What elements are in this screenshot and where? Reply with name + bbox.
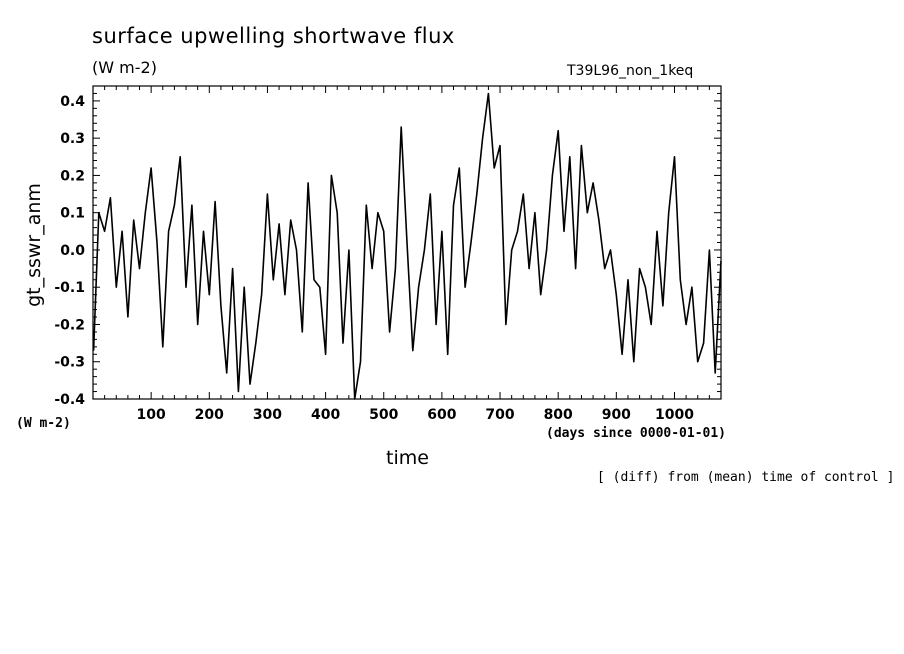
chart-title: surface upwelling shortwave flux (92, 24, 455, 48)
y-tick-label: -0.3 (54, 355, 85, 371)
x-tick-label: 400 (311, 407, 340, 423)
x-tick-label: 900 (602, 407, 631, 423)
x-axis-unit: (days since 0000-01-01) (546, 426, 727, 441)
x-tick-label: 100 (137, 407, 166, 423)
x-tick-label: 800 (544, 407, 573, 423)
y-tick-label: -0.2 (54, 317, 85, 333)
x-tick-label: 1000 (655, 407, 694, 423)
y-tick-label: 0.1 (60, 206, 85, 222)
x-tick-label: 700 (485, 407, 514, 423)
chart-units: (W m-2) (92, 58, 157, 77)
y-tick-label: 0.4 (60, 94, 85, 110)
tick-labels: 100 200 300 400 500 600 700 800 900 1000 -0.4 -0.3 -… (54, 94, 694, 423)
x-axis-label: time (386, 447, 429, 469)
series-lines (92, 92, 722, 400)
y-tick-label: 0.2 (60, 168, 85, 184)
y-tick-label: 0.0 (60, 243, 85, 259)
series-line-0 (92, 92, 722, 400)
axis-ticks (93, 85, 722, 400)
y-tick-label: -0.1 (54, 280, 85, 296)
footnote: [ (diff) from (mean) time of control ] (597, 470, 895, 485)
experiment-label: T39L96_non_1keq (567, 63, 694, 79)
x-tick-label: 600 (427, 407, 456, 423)
x-tick-label: 500 (369, 407, 398, 423)
x-tick-label: 300 (253, 407, 282, 423)
y-tick-label: -0.4 (54, 392, 85, 408)
x-tick-label: 200 (195, 407, 224, 423)
y-tick-label: 0.3 (60, 131, 85, 147)
y-axis-unit: (W m-2) (16, 416, 71, 431)
